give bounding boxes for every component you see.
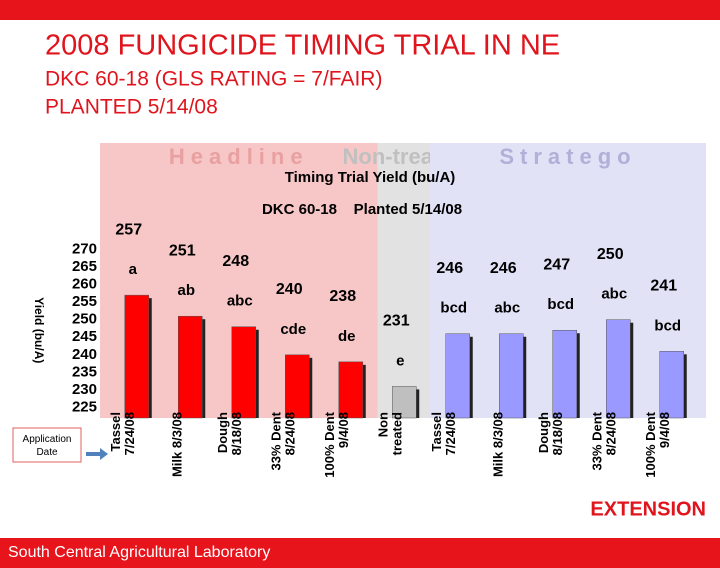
bar bbox=[178, 315, 203, 419]
bar bbox=[231, 326, 256, 419]
significance-label: abc bbox=[227, 293, 253, 310]
value-label: 250 bbox=[597, 246, 624, 263]
value-label: 241 bbox=[650, 278, 677, 295]
x-tick-label: Dough8/18/08 bbox=[215, 412, 244, 455]
significance-label: bcd bbox=[440, 300, 467, 317]
chart-subtitle: DKC 60-18 Planted 5/14/08 bbox=[262, 201, 462, 218]
y-tick-label: 260 bbox=[72, 276, 97, 293]
x-tick-label: 100% Dent9/4/08 bbox=[643, 411, 672, 477]
value-label: 251 bbox=[169, 242, 196, 259]
significance-label: ab bbox=[177, 282, 195, 299]
bar bbox=[606, 319, 631, 419]
x-tick-label: 100% Dent9/4/08 bbox=[322, 411, 351, 477]
y-tick-label: 255 bbox=[72, 293, 97, 310]
x-tick-label: 33% Dent8/24/08 bbox=[269, 411, 298, 470]
callout-arrow bbox=[86, 448, 108, 460]
callout-box bbox=[12, 427, 82, 463]
bar bbox=[124, 294, 149, 419]
bar bbox=[552, 330, 577, 419]
y-tick-label: 270 bbox=[72, 240, 97, 257]
footer: South Central Agricultural Laboratory bbox=[8, 544, 270, 561]
value-label: 247 bbox=[543, 256, 570, 273]
value-label: 246 bbox=[436, 260, 463, 277]
slide-title: 2008 FUNGICIDE TIMING TRIAL IN NE bbox=[45, 30, 560, 62]
x-tick-label: Tassel7/24/08 bbox=[429, 412, 458, 455]
top-band bbox=[0, 0, 720, 20]
bottom-band bbox=[0, 538, 720, 568]
group-label: Headline bbox=[169, 144, 309, 169]
x-tick-label: Nontreated bbox=[376, 412, 405, 455]
callout-text: Application Date bbox=[23, 434, 72, 458]
group-band bbox=[377, 143, 431, 418]
bar bbox=[499, 333, 524, 419]
x-tick-label: Milk 8/3/08 bbox=[170, 412, 185, 477]
significance-label: bcd bbox=[547, 296, 574, 313]
value-label: 246 bbox=[490, 260, 517, 277]
bar bbox=[338, 361, 363, 419]
significance-label: bcd bbox=[654, 317, 681, 334]
bar bbox=[285, 354, 310, 419]
x-tick-label: Tassel7/24/08 bbox=[108, 412, 137, 455]
y-axis-label: Yield (bu/A) bbox=[32, 297, 46, 363]
y-tick-label: 250 bbox=[72, 311, 97, 328]
slide-subtitle: DKC 60-18 (GLS RATING = 7/FAIR) bbox=[45, 68, 382, 91]
chart-title: Timing Trial Yield (bu/A) bbox=[285, 169, 456, 186]
significance-label: abc bbox=[494, 300, 520, 317]
bar bbox=[659, 351, 684, 419]
slide-subtitle: PLANTED 5/14/08 bbox=[45, 96, 218, 119]
bar bbox=[392, 386, 417, 419]
x-tick-label: 33% Dent8/24/08 bbox=[590, 411, 619, 470]
y-tick-label: 265 bbox=[72, 258, 97, 275]
value-label: 231 bbox=[383, 313, 410, 330]
group-label: Stratego bbox=[499, 144, 636, 169]
value-label: 240 bbox=[276, 281, 303, 298]
significance-label: e bbox=[396, 352, 404, 369]
y-tick-label: 230 bbox=[72, 381, 97, 398]
significance-label: cde bbox=[280, 321, 306, 338]
bar bbox=[445, 333, 470, 419]
significance-label: a bbox=[129, 261, 138, 278]
y-tick-label: 225 bbox=[72, 398, 97, 415]
y-tick-label: 245 bbox=[72, 328, 97, 345]
logo: EXTENSION bbox=[590, 498, 706, 520]
value-label: 257 bbox=[115, 221, 142, 238]
significance-label: abc bbox=[601, 286, 627, 303]
x-tick-label: Milk 8/3/08 bbox=[491, 412, 506, 477]
value-label: 238 bbox=[329, 288, 356, 305]
value-label: 248 bbox=[222, 253, 249, 270]
significance-label: de bbox=[338, 328, 356, 345]
y-tick-label: 240 bbox=[72, 346, 97, 363]
y-tick-label: 235 bbox=[72, 363, 97, 380]
x-tick-label: Dough8/18/08 bbox=[536, 412, 565, 455]
